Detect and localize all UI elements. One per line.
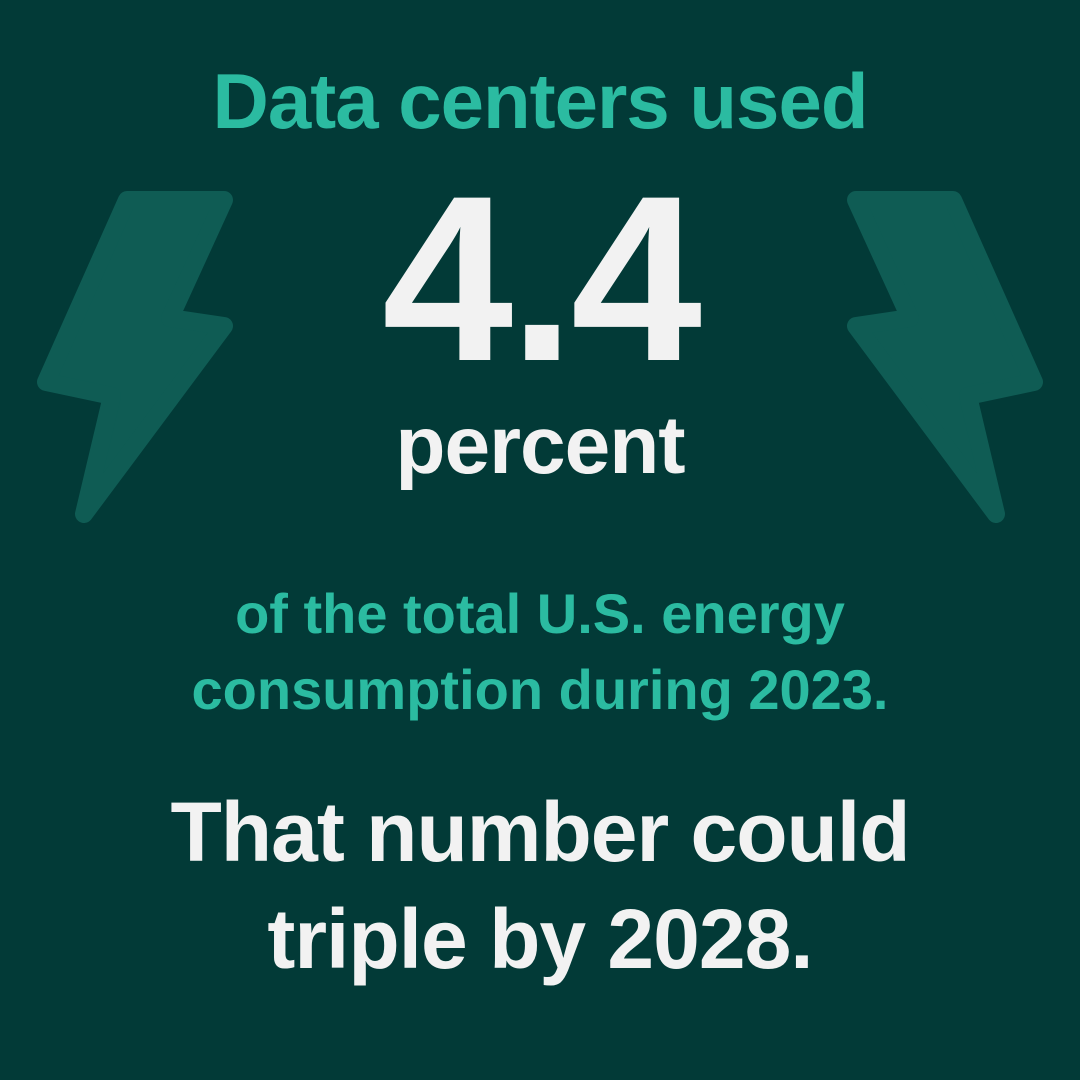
description-line: of the total U.S. energy: [235, 582, 845, 645]
conclusion-line: triple by 2028.: [267, 892, 812, 986]
stat-value: 4.4: [382, 147, 701, 411]
description-line: consumption during 2023.: [192, 658, 889, 721]
bolt-icon-left: [37, 191, 233, 523]
bolt-icon-right: [847, 191, 1043, 523]
conclusion-line: That number could: [171, 785, 910, 879]
stat-unit: percent: [395, 400, 685, 491]
headline: Data centers used: [213, 57, 868, 145]
